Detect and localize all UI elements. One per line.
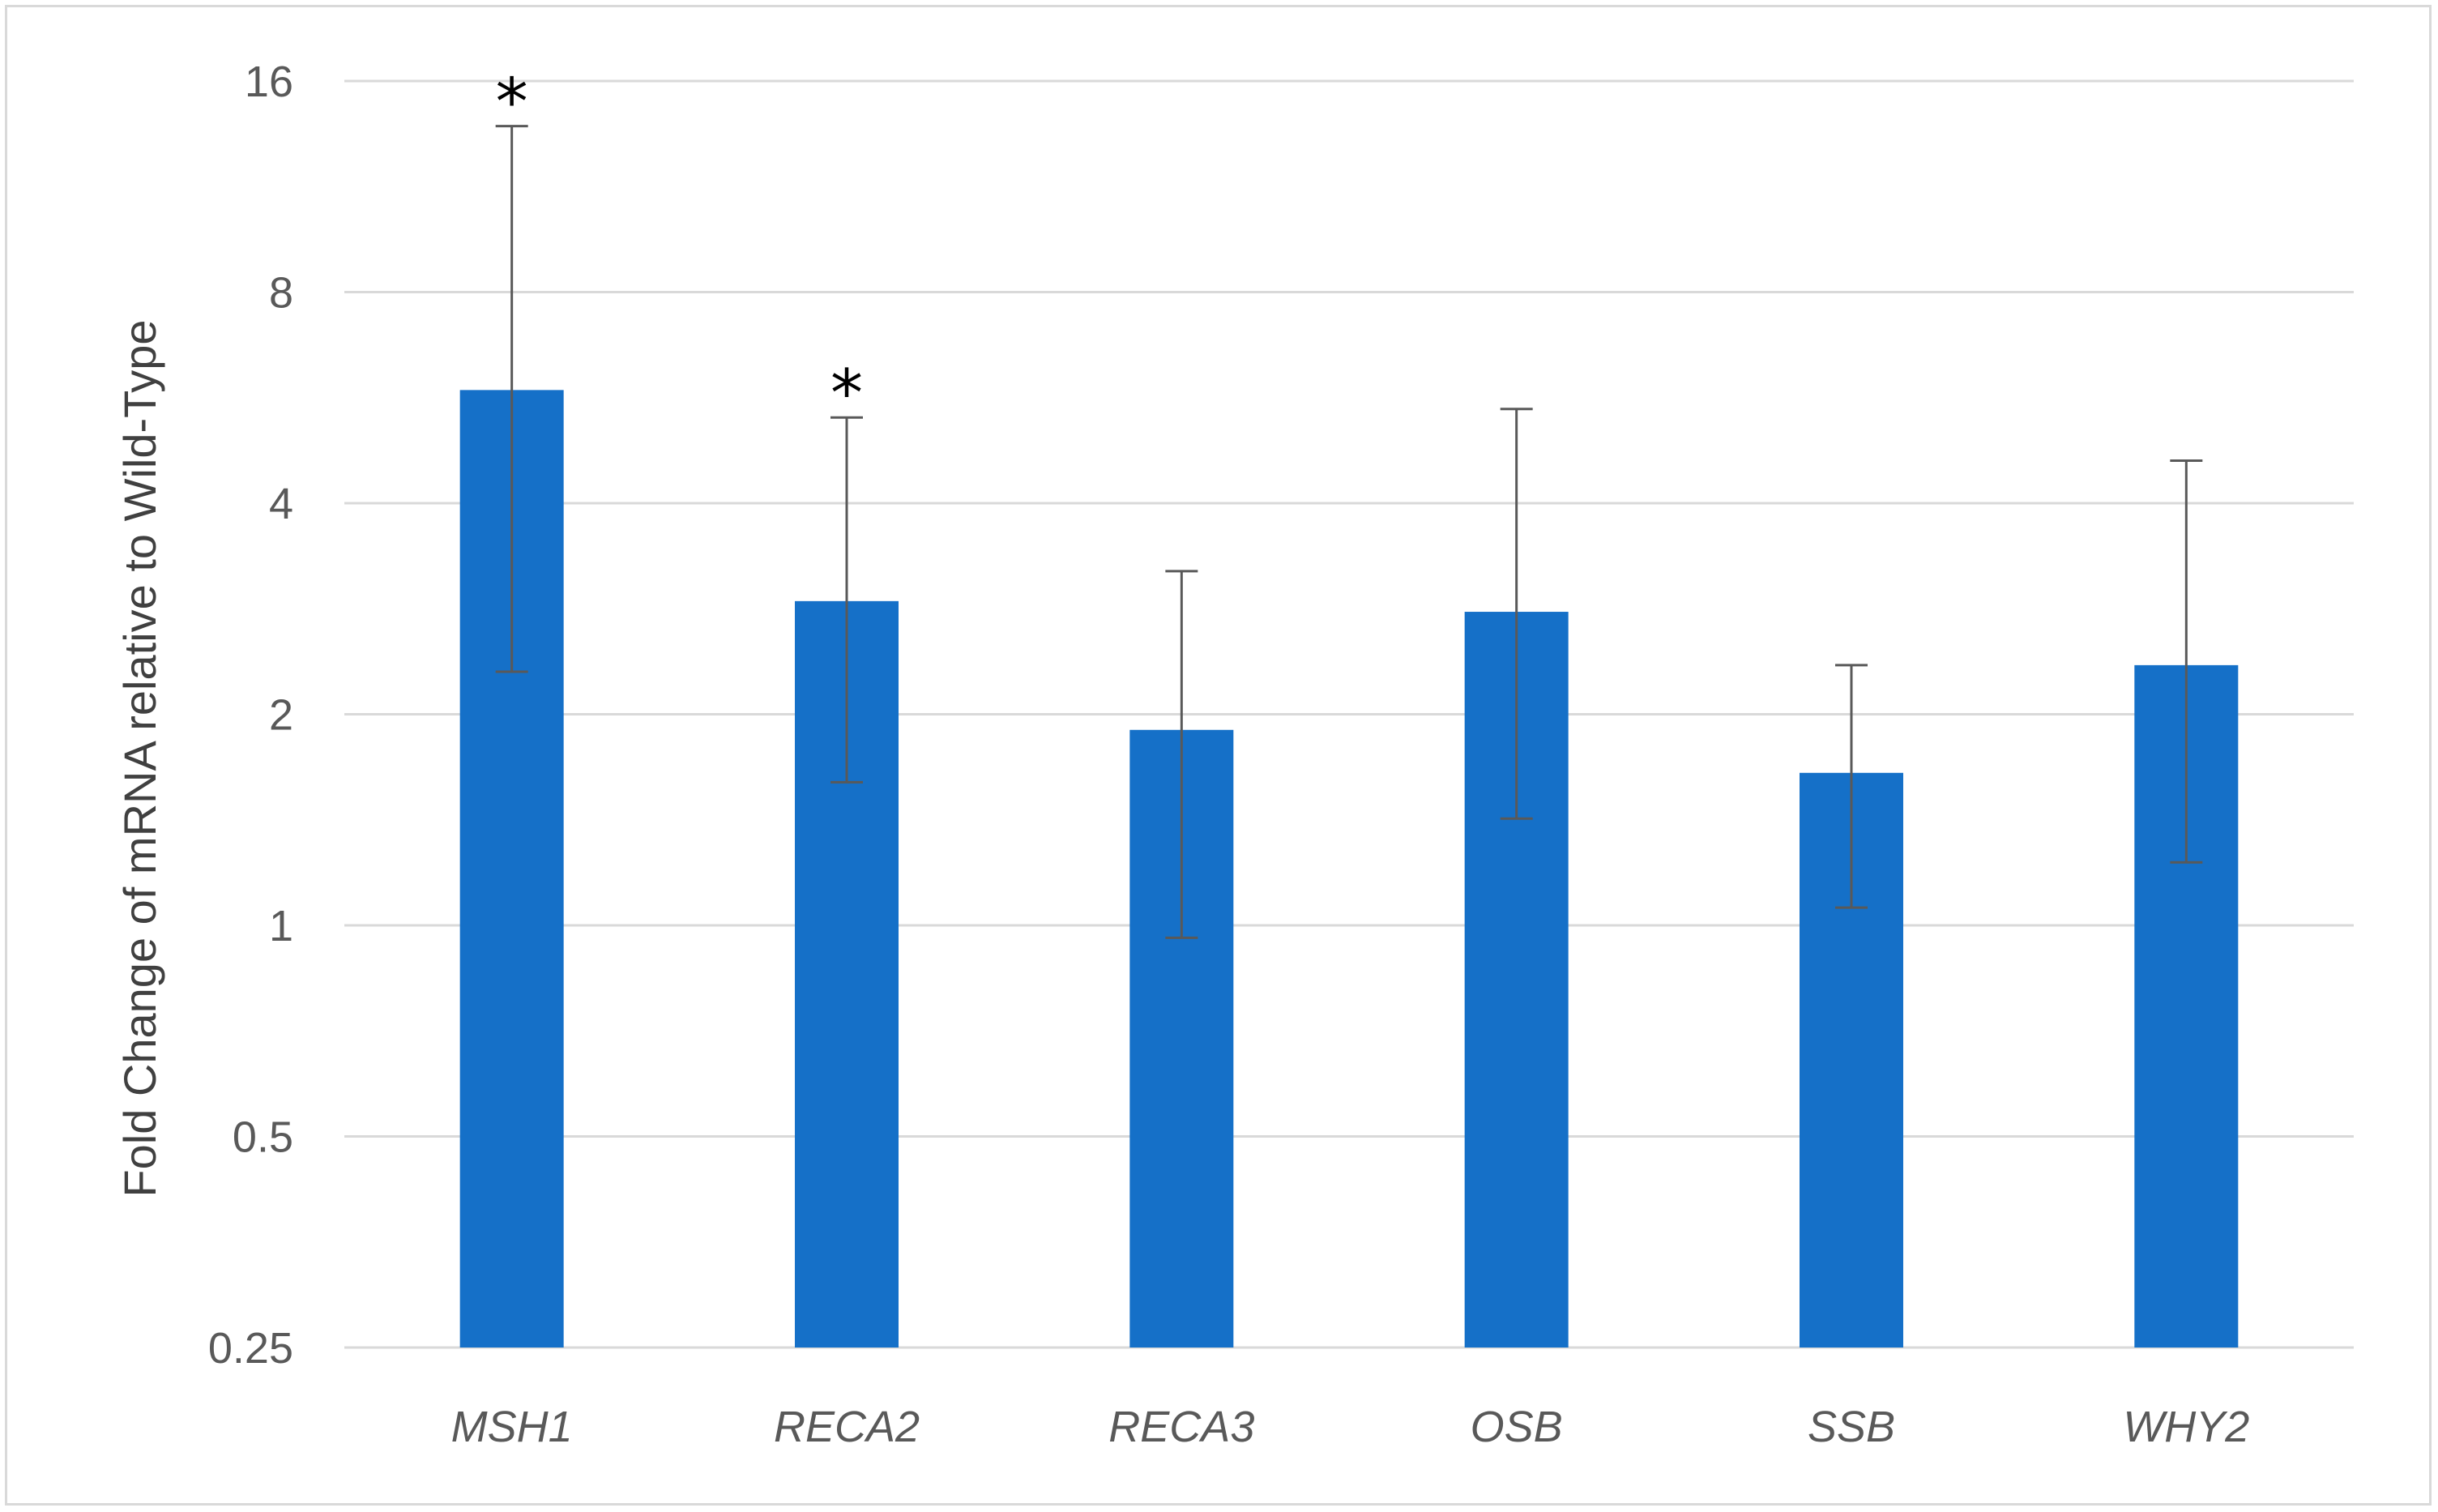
x-category-label: SSB (1808, 1403, 1895, 1451)
y-axis-title: Fold Change of mRNA relative to Wild-Typ… (114, 319, 165, 1197)
error-bar (830, 416, 863, 784)
y-tick-label: 4 (269, 480, 293, 528)
significance-asterisk: * (496, 65, 528, 140)
y-tick-label: 16 (245, 58, 293, 106)
grid-lines (344, 79, 2354, 1349)
y-tick-label: 1 (269, 902, 293, 950)
y-tick-label: 0.5 (233, 1113, 293, 1162)
error-bar (1165, 570, 1198, 939)
x-category-label: WHY2 (2123, 1403, 2249, 1451)
significance-markers: ** (496, 65, 863, 432)
error-bars (495, 125, 2203, 939)
x-category-label: RECA3 (1108, 1403, 1254, 1451)
x-category-label: OSB (1471, 1403, 1563, 1451)
error-bar (2170, 459, 2203, 864)
y-tick-label: 2 (269, 691, 293, 740)
error-bar (495, 125, 528, 673)
x-category-label: RECA2 (774, 1403, 920, 1451)
y-tick-label: 8 (269, 269, 293, 318)
y-tick-labels: 0.25 0.5 1 2 4 8 16 (208, 58, 293, 1373)
x-category-label: MSH1 (451, 1403, 573, 1451)
error-bar (1500, 408, 1533, 820)
significance-asterisk: * (830, 356, 863, 431)
y-tick-label: 0.25 (208, 1324, 293, 1373)
error-bar (1835, 664, 1868, 909)
x-category-labels: MSH1 RECA2 RECA3 OSB SSB WHY2 (451, 1403, 2250, 1451)
bars (459, 390, 2239, 1348)
